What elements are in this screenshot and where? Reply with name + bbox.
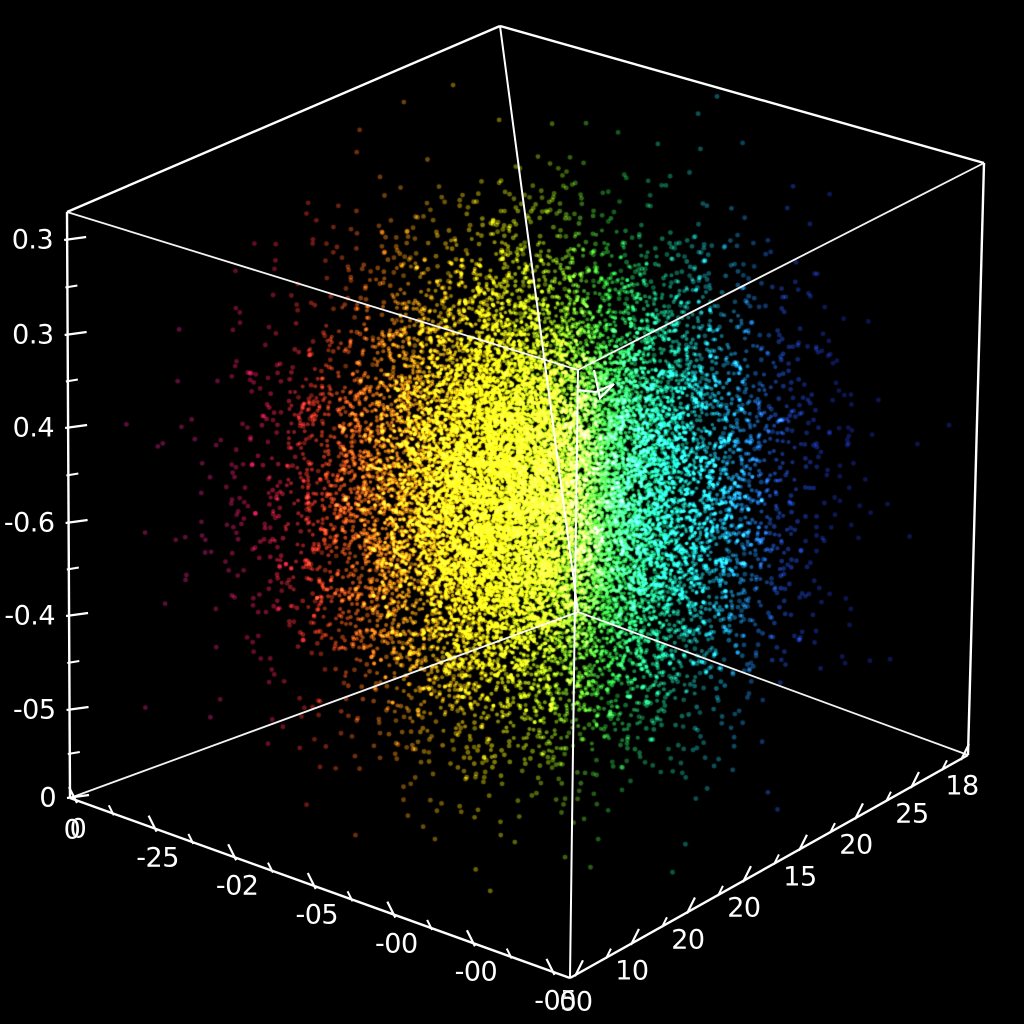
interior-corner-marker-icon xyxy=(576,369,615,401)
